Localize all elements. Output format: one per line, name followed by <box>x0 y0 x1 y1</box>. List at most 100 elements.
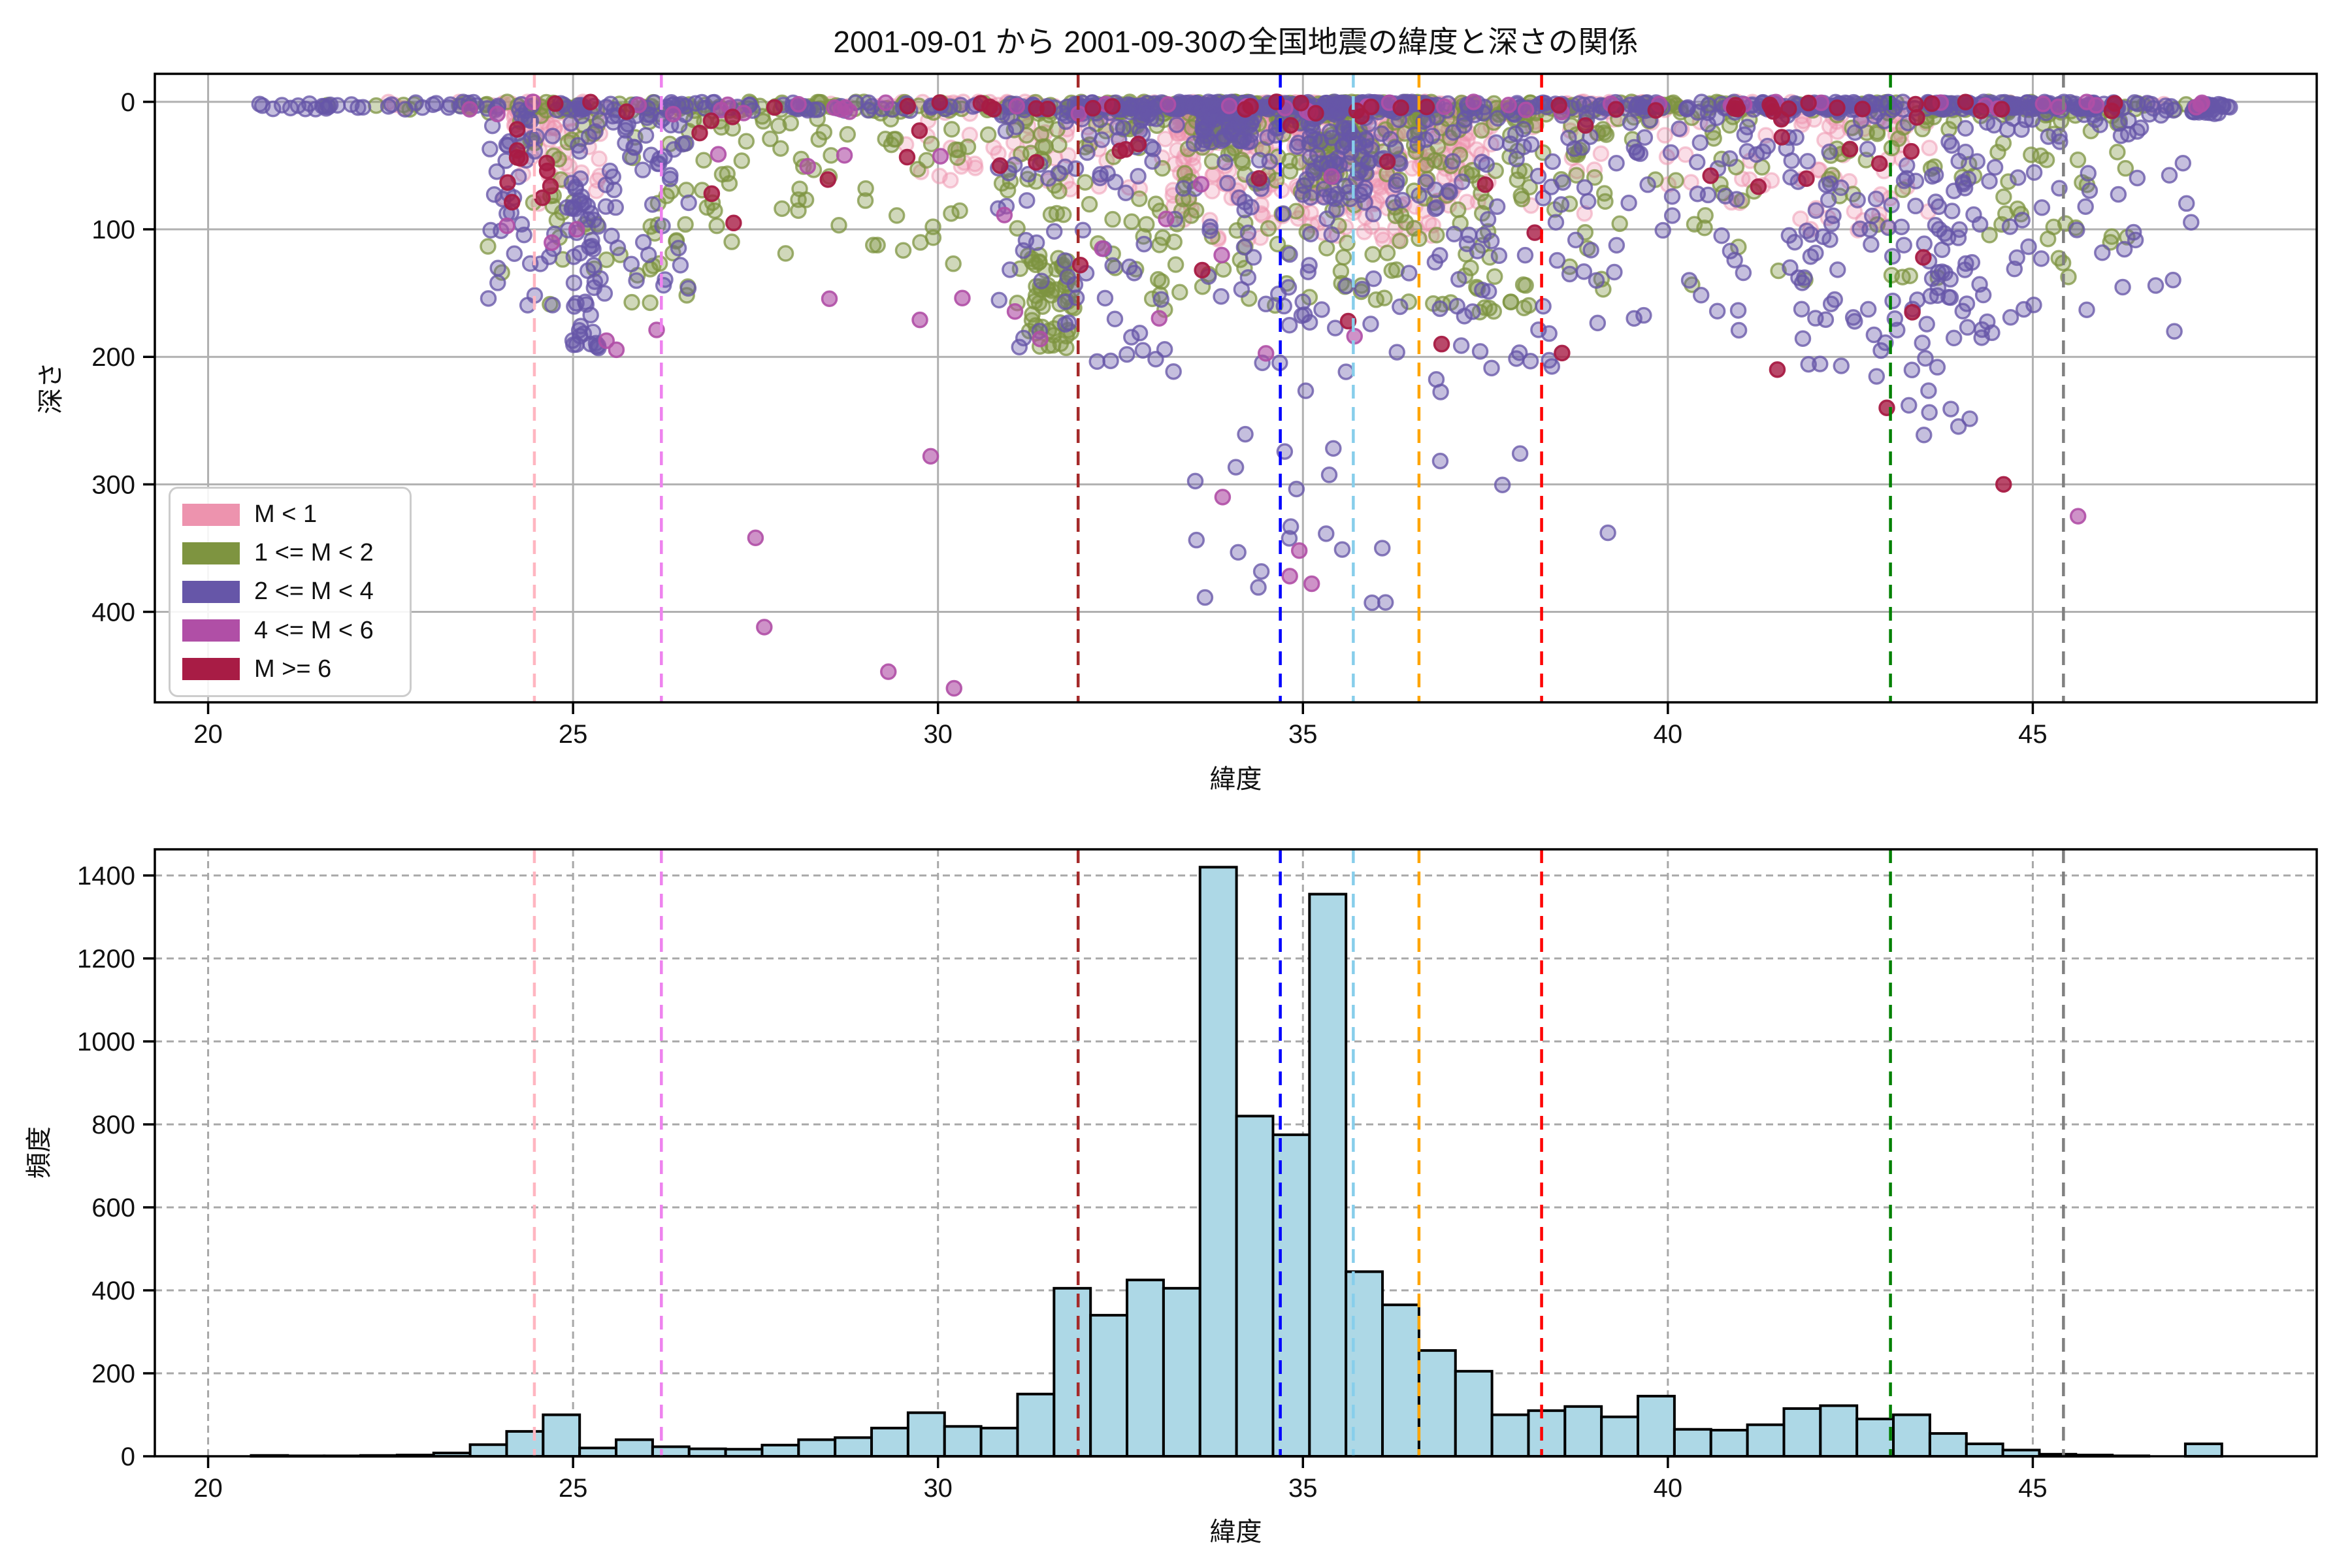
scatter-point <box>1880 219 1897 237</box>
scatter-point <box>575 325 593 342</box>
scatter-point <box>857 192 874 209</box>
scatter-point <box>1364 594 1380 612</box>
scatter-point <box>2078 301 2095 318</box>
scatter-point <box>1071 256 1089 274</box>
scatter-point <box>996 206 1013 223</box>
scatter-point <box>528 128 546 145</box>
scatter-point <box>1123 213 1140 231</box>
scatter-point <box>1907 172 1925 189</box>
legend-item: M < 1 <box>182 500 398 529</box>
scatter-point <box>1993 101 2010 118</box>
scatter-point <box>1431 452 1449 470</box>
y-tick-label: 1000 <box>77 1028 135 1056</box>
scatter-point <box>1471 343 1489 360</box>
scatter-point <box>642 218 659 235</box>
bottom-y-axis-label: 頻度 <box>25 1126 54 1179</box>
scatter-point <box>1168 116 1185 133</box>
y-tick-label: 200 <box>91 343 135 372</box>
scatter-point <box>1889 321 1906 338</box>
scatter-point <box>1485 302 1503 320</box>
scatter-point <box>1297 382 1315 399</box>
scatter-point <box>1015 329 1032 347</box>
scatter-point <box>2014 212 2031 229</box>
scatter-point <box>1488 198 1506 215</box>
scatter-point <box>1535 297 1552 315</box>
scatter-point <box>1620 194 1637 212</box>
scatter-point <box>503 193 521 211</box>
scatter-point <box>1821 175 1839 192</box>
scatter-point <box>1008 97 1026 115</box>
scatter-point <box>1955 175 1972 193</box>
scatter-point <box>1079 144 1096 161</box>
scatter-point <box>1354 280 1371 298</box>
scatter-point <box>1884 248 1901 265</box>
top-x-axis-label: 緯度 <box>1209 765 1262 794</box>
scatter-point <box>2077 198 2094 216</box>
histogram-bar <box>834 1436 874 1458</box>
scatter-point <box>1817 311 1835 328</box>
scatter-point <box>1592 145 1610 162</box>
x-tick-label: 30 <box>923 1474 953 1503</box>
scatter-point <box>1761 96 1778 114</box>
scatter-point <box>1903 361 1921 379</box>
legend-swatch <box>182 542 240 564</box>
histogram-bar <box>1892 1413 1931 1458</box>
scatter-point <box>1739 142 1756 160</box>
scatter-point <box>2114 278 2131 296</box>
scatter-point <box>2025 296 2042 314</box>
scatter-point <box>498 217 515 235</box>
scatter-point <box>725 214 742 232</box>
scatter-point <box>1869 125 1886 142</box>
scatter-point <box>1020 165 1037 183</box>
scatter-point <box>1522 352 1539 370</box>
scatter-point <box>1307 105 1324 122</box>
scatter-point <box>1335 249 1352 266</box>
scatter-point <box>1051 182 1068 200</box>
scatter-point <box>947 141 964 158</box>
scatter-point <box>860 94 877 111</box>
scatter-point <box>1596 185 1613 202</box>
scatter-point <box>1588 272 1605 289</box>
scatter-point <box>1971 216 1989 233</box>
scatter-point <box>1820 191 1837 208</box>
scatter-point <box>1281 246 1298 263</box>
scatter-point <box>1995 476 2012 493</box>
scatter-point <box>1400 265 1418 282</box>
scatter-point <box>1433 335 1450 353</box>
scatter-point <box>1462 259 1479 276</box>
scatter-point <box>1294 293 1311 310</box>
scatter-point <box>1250 579 1267 596</box>
scatter-point <box>1096 289 1114 307</box>
scatter-point <box>640 246 657 263</box>
scatter-point <box>670 239 687 257</box>
histogram-bar <box>1417 1349 1457 1458</box>
scatter-point <box>440 99 457 116</box>
x-tick-label: 25 <box>559 720 588 749</box>
scatter-point <box>1104 210 1121 228</box>
scatter-point <box>911 122 928 139</box>
scatter-point <box>1158 210 1175 227</box>
scatter-point <box>1500 97 1517 114</box>
scatter-point <box>1426 152 1443 169</box>
scatter-point <box>1145 140 1162 157</box>
scatter-point <box>1576 179 1593 196</box>
scatter-point <box>1445 123 1462 141</box>
scatter-point <box>679 280 697 297</box>
scatter-point <box>1424 127 1441 144</box>
x-tick-label: 35 <box>1288 1474 1318 1503</box>
scatter-point <box>1373 227 1390 244</box>
scatter-point <box>609 239 627 256</box>
scatter-point <box>1904 304 1921 321</box>
scatter-point <box>2045 218 2063 236</box>
histogram-bar <box>1271 1133 1311 1458</box>
scatter-point <box>1138 216 1155 233</box>
scatter-point <box>1625 139 1643 156</box>
scatter-point <box>1119 346 1135 363</box>
scatter-point <box>1171 284 1188 301</box>
scatter-point <box>1864 207 1881 225</box>
scatter-point <box>1196 589 1214 606</box>
scatter-point <box>1859 301 1877 318</box>
legend-swatch <box>182 658 240 681</box>
scatter-point <box>755 112 772 130</box>
scatter-point <box>489 274 506 291</box>
